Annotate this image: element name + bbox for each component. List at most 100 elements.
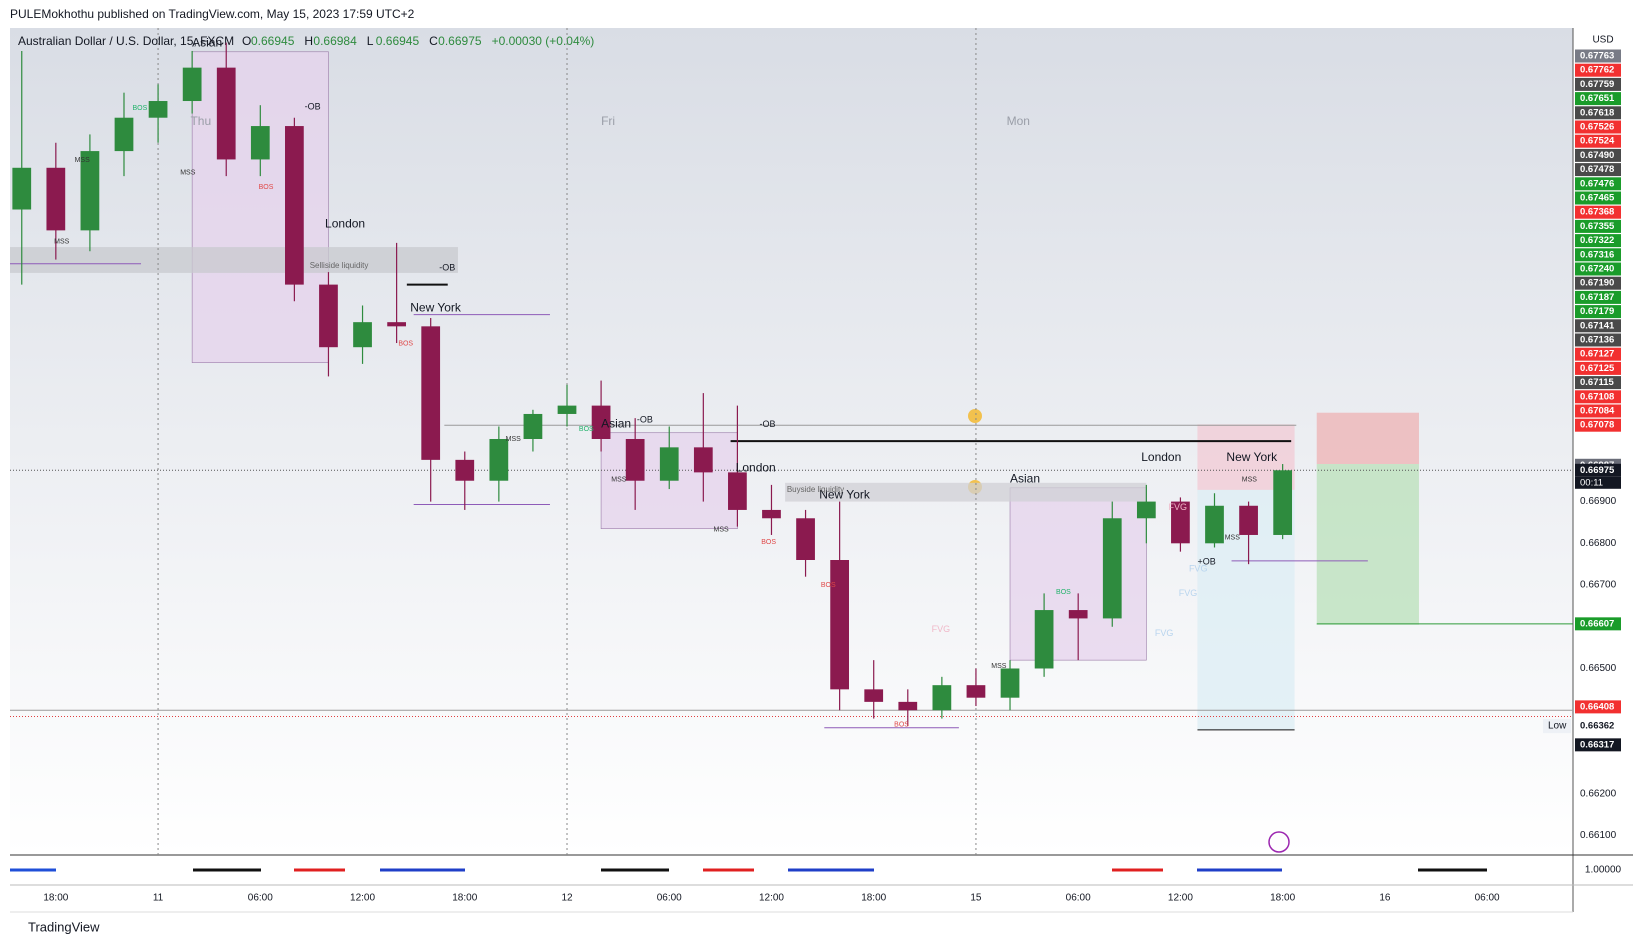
candle-body	[46, 167, 66, 231]
candle-body	[12, 167, 32, 210]
x-tick-label: 12:00	[759, 893, 784, 904]
candle-body	[659, 447, 679, 481]
dividend-icon[interactable]	[968, 409, 982, 423]
candle-body	[1000, 668, 1020, 698]
axis-price: 0.66975	[1580, 465, 1615, 476]
price-label-bg	[1575, 276, 1621, 290]
price-label: 0.67524	[1580, 136, 1615, 147]
price-label-bg	[1575, 106, 1621, 120]
x-tick-label: 06:00	[248, 893, 273, 904]
price-label-bg	[1575, 177, 1621, 191]
price-label: 0.67759	[1580, 79, 1614, 90]
zone-box	[1316, 412, 1419, 465]
candle-body	[523, 413, 543, 439]
annotation: Mon	[1007, 114, 1030, 128]
price-label: 0.67762	[1580, 65, 1614, 76]
axis-price: 0.66408	[1580, 701, 1614, 712]
price-label-bg	[1575, 390, 1621, 404]
annotation: London	[1141, 450, 1181, 464]
price-label-bg	[1575, 148, 1621, 162]
x-tick-label: 18:00	[861, 893, 886, 904]
y-tick-label: 0.66500	[1580, 663, 1617, 674]
x-tick-label: 18:00	[43, 893, 68, 904]
price-label-bg	[1575, 77, 1621, 91]
candle-body	[1136, 501, 1156, 519]
price-label-bg	[1575, 347, 1621, 361]
annotation: BOS	[398, 341, 413, 348]
axis-price: 0.66607	[1580, 618, 1614, 629]
currency: USD	[1592, 35, 1613, 46]
candle-body	[864, 689, 884, 702]
annotation: BOS	[579, 426, 594, 433]
price-label: 0.67476	[1580, 178, 1614, 189]
annotation: FVG	[1179, 588, 1198, 598]
annotation: Selliside liquidity	[310, 261, 369, 270]
annotation: FVG	[932, 624, 951, 634]
price-label: 0.67240	[1580, 264, 1614, 275]
annotation: FVG	[1189, 564, 1208, 574]
axis-price-bg	[1575, 738, 1621, 752]
candle-body	[1068, 610, 1088, 619]
y-tick-label: 0.66700	[1580, 580, 1617, 591]
annotation: Buyside liquidity	[787, 485, 844, 494]
alert-icon[interactable]	[1268, 831, 1290, 853]
annotation: FVG	[1155, 628, 1174, 638]
candle-body	[1273, 470, 1293, 535]
price-label-bg	[1575, 63, 1621, 77]
price-label: 0.67115	[1580, 377, 1615, 388]
axis-price-bg	[1575, 617, 1621, 631]
price-label-bg	[1575, 376, 1621, 390]
x-tick-label: 11	[153, 893, 164, 904]
x-tick-label: 06:00	[657, 893, 682, 904]
price-label: 0.67136	[1580, 335, 1614, 346]
publish-header: PULEMokhothu published on TradingView.co…	[10, 7, 415, 21]
candle-body	[1239, 505, 1258, 535]
annotation: MSS	[506, 436, 521, 443]
candle-body	[1171, 501, 1190, 544]
annotation: BOS	[1056, 589, 1071, 596]
annotation: +OB	[1197, 556, 1215, 566]
candle-body	[1205, 505, 1224, 544]
annotation: Fri	[601, 114, 615, 128]
annotation: BOS	[259, 184, 274, 191]
annotation: MSS	[991, 663, 1007, 670]
price-label: 0.67190	[1580, 278, 1614, 289]
zone-box	[1316, 464, 1419, 625]
price-label: 0.67465	[1580, 193, 1615, 204]
x-tick-label: 16	[1379, 893, 1391, 904]
symbol: Australian Dollar / U.S. Dollar, 15, FXC…	[18, 34, 234, 48]
legend-value: 0.66975	[438, 34, 482, 48]
price-label-bg	[1575, 290, 1621, 304]
candle-body	[625, 438, 645, 481]
legend-key: C	[429, 34, 438, 48]
x-tick-label: 06:00	[1066, 893, 1091, 904]
annotation: MSS	[1225, 535, 1241, 542]
price-label-bg	[1575, 219, 1621, 233]
legend-value: 0.66984	[313, 34, 357, 48]
x-tick-label: 12	[561, 893, 573, 904]
price-label-bg	[1575, 262, 1621, 276]
annotation: -OB	[760, 419, 776, 429]
axis-price-bg	[1575, 700, 1621, 714]
x-tick-label: 15	[970, 893, 982, 904]
annotation: -OB	[637, 415, 653, 425]
candle-body	[250, 126, 270, 160]
price-label-bg	[1575, 418, 1621, 432]
zone-box	[10, 247, 458, 273]
x-tick-label: 18:00	[1270, 893, 1295, 904]
price-label: 0.67490	[1580, 150, 1614, 161]
annotation: -OB	[305, 102, 321, 112]
y-tick-label: 0.66800	[1580, 538, 1617, 549]
price-label: 0.67108	[1580, 391, 1614, 402]
candle-body	[285, 126, 304, 285]
candle-body	[728, 472, 747, 510]
price-label-bg	[1575, 191, 1621, 205]
annotation: -OB	[439, 262, 455, 272]
legend-key: L	[367, 34, 374, 48]
y-tick-label: 0.66200	[1580, 788, 1617, 799]
candle-body	[182, 67, 202, 102]
price-label: 0.67084	[1580, 406, 1615, 417]
candle-body	[1034, 610, 1054, 669]
candle-body	[353, 322, 372, 348]
zone-box	[191, 51, 329, 363]
